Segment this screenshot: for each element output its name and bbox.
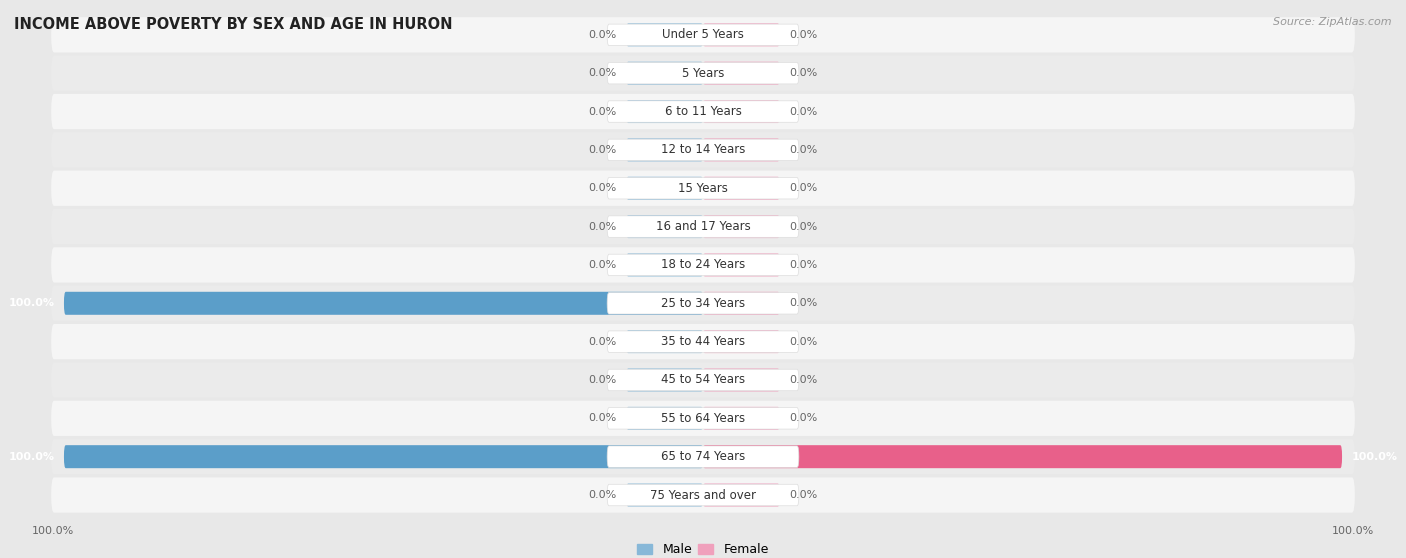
Text: 0.0%: 0.0% [789, 183, 817, 193]
FancyBboxPatch shape [51, 478, 1355, 513]
FancyBboxPatch shape [607, 62, 799, 84]
Text: 6 to 11 Years: 6 to 11 Years [665, 105, 741, 118]
FancyBboxPatch shape [51, 247, 1355, 282]
Text: 0.0%: 0.0% [589, 107, 617, 117]
FancyBboxPatch shape [51, 171, 1355, 206]
FancyBboxPatch shape [607, 407, 799, 429]
FancyBboxPatch shape [51, 401, 1355, 436]
FancyBboxPatch shape [607, 331, 799, 352]
FancyBboxPatch shape [63, 292, 703, 315]
FancyBboxPatch shape [607, 369, 799, 391]
Text: 0.0%: 0.0% [789, 260, 817, 270]
Text: 100.0%: 100.0% [8, 299, 55, 308]
FancyBboxPatch shape [607, 446, 799, 468]
FancyBboxPatch shape [626, 177, 703, 200]
FancyBboxPatch shape [703, 253, 780, 276]
Text: 100.0%: 100.0% [1331, 527, 1374, 536]
FancyBboxPatch shape [607, 177, 799, 199]
FancyBboxPatch shape [51, 324, 1355, 359]
FancyBboxPatch shape [626, 138, 703, 161]
Text: 100.0%: 100.0% [1351, 451, 1398, 461]
FancyBboxPatch shape [626, 23, 703, 46]
Text: 25 to 34 Years: 25 to 34 Years [661, 297, 745, 310]
FancyBboxPatch shape [703, 23, 780, 46]
Text: 0.0%: 0.0% [589, 183, 617, 193]
FancyBboxPatch shape [703, 330, 780, 353]
Text: Source: ZipAtlas.com: Source: ZipAtlas.com [1274, 17, 1392, 27]
Text: 0.0%: 0.0% [789, 490, 817, 500]
FancyBboxPatch shape [63, 445, 703, 468]
FancyBboxPatch shape [626, 215, 703, 238]
FancyBboxPatch shape [51, 439, 1355, 474]
Text: 0.0%: 0.0% [589, 145, 617, 155]
Legend: Male, Female: Male, Female [633, 538, 773, 558]
Text: 16 and 17 Years: 16 and 17 Years [655, 220, 751, 233]
FancyBboxPatch shape [703, 484, 780, 507]
FancyBboxPatch shape [607, 139, 799, 161]
FancyBboxPatch shape [703, 407, 780, 430]
FancyBboxPatch shape [51, 17, 1355, 52]
Text: 0.0%: 0.0% [589, 260, 617, 270]
FancyBboxPatch shape [703, 215, 780, 238]
Text: 0.0%: 0.0% [589, 375, 617, 385]
Text: 100.0%: 100.0% [32, 527, 75, 536]
FancyBboxPatch shape [607, 24, 799, 46]
FancyBboxPatch shape [703, 177, 780, 200]
Text: 45 to 54 Years: 45 to 54 Years [661, 373, 745, 387]
FancyBboxPatch shape [626, 368, 703, 392]
Text: 0.0%: 0.0% [589, 30, 617, 40]
Text: INCOME ABOVE POVERTY BY SEX AND AGE IN HURON: INCOME ABOVE POVERTY BY SEX AND AGE IN H… [14, 17, 453, 32]
FancyBboxPatch shape [626, 100, 703, 123]
Text: 0.0%: 0.0% [789, 375, 817, 385]
FancyBboxPatch shape [703, 445, 1343, 468]
FancyBboxPatch shape [51, 362, 1355, 398]
Text: 18 to 24 Years: 18 to 24 Years [661, 258, 745, 271]
Text: 0.0%: 0.0% [789, 413, 817, 424]
Text: 0.0%: 0.0% [589, 68, 617, 78]
FancyBboxPatch shape [51, 286, 1355, 321]
Text: 65 to 74 Years: 65 to 74 Years [661, 450, 745, 463]
Text: 0.0%: 0.0% [789, 222, 817, 232]
FancyBboxPatch shape [703, 292, 780, 315]
Text: 55 to 64 Years: 55 to 64 Years [661, 412, 745, 425]
FancyBboxPatch shape [626, 253, 703, 276]
FancyBboxPatch shape [51, 56, 1355, 91]
Text: 0.0%: 0.0% [789, 299, 817, 308]
FancyBboxPatch shape [607, 484, 799, 506]
Text: 0.0%: 0.0% [589, 336, 617, 347]
Text: 0.0%: 0.0% [789, 30, 817, 40]
FancyBboxPatch shape [703, 62, 780, 85]
Text: 0.0%: 0.0% [789, 68, 817, 78]
Text: 0.0%: 0.0% [789, 107, 817, 117]
FancyBboxPatch shape [607, 292, 799, 314]
Text: 0.0%: 0.0% [589, 490, 617, 500]
Text: Under 5 Years: Under 5 Years [662, 28, 744, 41]
FancyBboxPatch shape [51, 94, 1355, 129]
Text: 75 Years and over: 75 Years and over [650, 489, 756, 502]
Text: 35 to 44 Years: 35 to 44 Years [661, 335, 745, 348]
FancyBboxPatch shape [703, 138, 780, 161]
Text: 0.0%: 0.0% [589, 222, 617, 232]
FancyBboxPatch shape [607, 254, 799, 276]
Text: 0.0%: 0.0% [789, 336, 817, 347]
FancyBboxPatch shape [626, 484, 703, 507]
Text: 15 Years: 15 Years [678, 182, 728, 195]
FancyBboxPatch shape [626, 407, 703, 430]
FancyBboxPatch shape [626, 330, 703, 353]
FancyBboxPatch shape [51, 209, 1355, 244]
FancyBboxPatch shape [703, 100, 780, 123]
Text: 0.0%: 0.0% [789, 145, 817, 155]
Text: 12 to 14 Years: 12 to 14 Years [661, 143, 745, 156]
FancyBboxPatch shape [607, 216, 799, 237]
FancyBboxPatch shape [51, 132, 1355, 167]
FancyBboxPatch shape [607, 101, 799, 122]
Text: 100.0%: 100.0% [8, 451, 55, 461]
Text: 0.0%: 0.0% [589, 413, 617, 424]
FancyBboxPatch shape [703, 368, 780, 392]
FancyBboxPatch shape [626, 62, 703, 85]
Text: 5 Years: 5 Years [682, 67, 724, 80]
